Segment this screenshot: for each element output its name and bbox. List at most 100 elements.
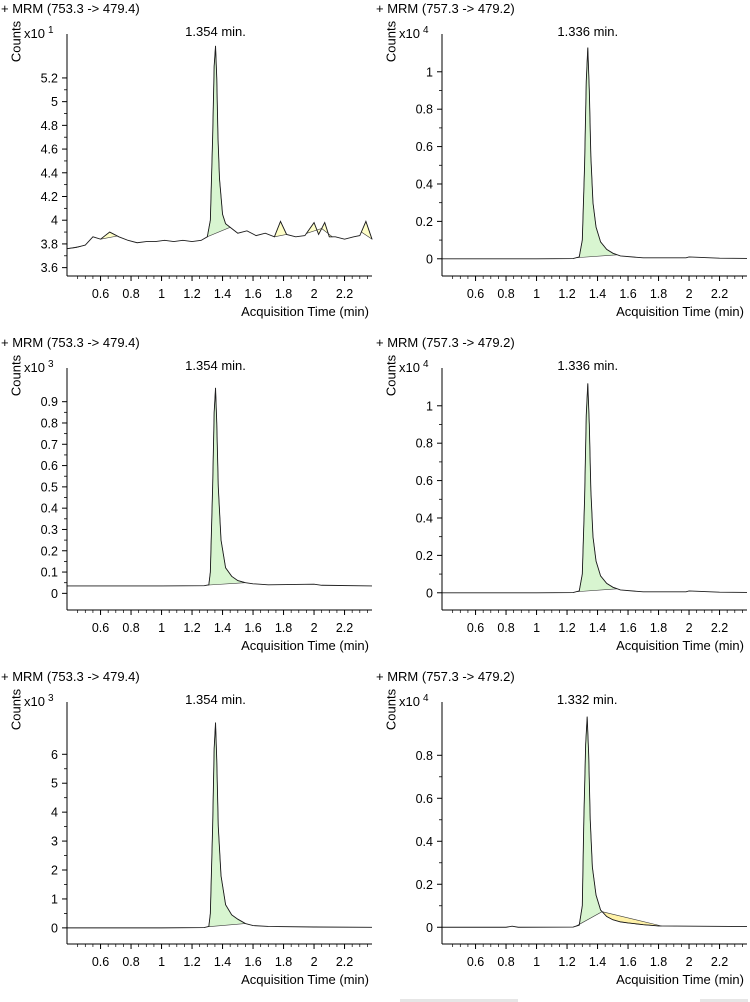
y-tick-label: 0.6 xyxy=(416,792,433,806)
peak-retention-label: 1.336 min. xyxy=(557,358,619,373)
peak-retention-label: 1.354 min. xyxy=(185,24,246,39)
footer-bar-left xyxy=(400,999,518,1002)
x-tick-label: 1.2 xyxy=(558,287,575,301)
x-tick-label: 2 xyxy=(311,621,318,635)
y-tick-label: 5 xyxy=(51,777,58,791)
y-tick-label: 4.4 xyxy=(41,166,58,180)
peak-retention-label: 1.332 min. xyxy=(556,692,618,707)
y-tick-label: 0.8 xyxy=(416,103,433,117)
x-tick-label: 0.8 xyxy=(497,955,514,969)
x-tick-label: 1.4 xyxy=(589,287,606,301)
x-tick-label: 0.8 xyxy=(122,287,139,301)
x-tick-label: 2 xyxy=(311,287,318,301)
chromatogram-trace xyxy=(67,722,373,929)
multiplier-exponent: 4 xyxy=(422,693,429,704)
y-scale-multiplier: x10 3 xyxy=(24,693,54,709)
chromatogram-panel: 0 0.2 0.4 0.6 0.8 1 0.6 0.8 1 1.2 1.4 1.6 1.8 2 2.2 + M… xyxy=(375,0,750,334)
y-axis-label: Counts xyxy=(8,354,24,397)
x-tick-label: 1 xyxy=(533,287,540,301)
multiplier-base: x10 xyxy=(399,360,420,375)
multiplier-exponent: 1 xyxy=(47,25,54,36)
multiplier-base: x10 xyxy=(24,26,45,41)
y-tick-label: 3 xyxy=(51,835,58,849)
y-scale-multiplier: x10 3 xyxy=(24,359,54,375)
y-tick-label: 2 xyxy=(51,864,58,878)
chromatogram-trace xyxy=(66,45,373,250)
chromatogram-trace xyxy=(67,387,373,587)
x-tick-label: 2.2 xyxy=(711,287,728,301)
multiplier-base: x10 xyxy=(24,360,45,375)
y-scale-multiplier: x10 4 xyxy=(399,693,429,709)
chromatogram-plot: 3.6 3.8 4 4.2 4.4 4.6 4.8 5 5.2 0.6 0.8 1 1.2 1.4 1.6 1… xyxy=(41,34,373,301)
y-tick-label: 5 xyxy=(51,95,58,109)
x-tick-label: 0.6 xyxy=(92,955,109,969)
x-tick-label: 2.2 xyxy=(711,621,728,635)
x-tick-label: 1 xyxy=(533,621,540,635)
x-tick-label: 1.6 xyxy=(619,621,636,635)
x-axis-label: Acquisition Time (min) xyxy=(241,972,369,987)
x-tick-label: 1.6 xyxy=(244,287,261,301)
x-tick-label: 2.2 xyxy=(336,955,353,969)
y-tick-label: 0 xyxy=(426,586,433,600)
chromatogram-panel: 0 0.2 0.4 0.6 0.8 0.6 0.8 1 1.2 1.4 1.6 1.8 2 2.2 + MR… xyxy=(375,668,750,1002)
y-tick-label: 1 xyxy=(426,65,433,79)
x-tick-label: 2 xyxy=(686,955,693,969)
x-tick-label: 1.8 xyxy=(275,287,292,301)
x-tick-label: 0.6 xyxy=(92,621,109,635)
chromatogram-plot: 0 0.2 0.4 0.6 0.8 1 0.6 0.8 1 1.2 1.4 1.6 1.8 2 2.2 xyxy=(416,34,748,301)
y-tick-label: 0.6 xyxy=(416,474,433,488)
panel-title: + MRM (757.3 -> 479.2) xyxy=(376,1,515,16)
x-tick-label: 0.6 xyxy=(467,955,484,969)
y-tick-label: 0.4 xyxy=(41,502,58,516)
y-tick-label: 6 xyxy=(51,748,58,762)
x-tick-label: 0.8 xyxy=(122,621,139,635)
peak-retention-label: 1.354 min. xyxy=(185,358,246,373)
x-tick-label: 2.2 xyxy=(711,955,728,969)
chromatogram-trace xyxy=(442,383,748,594)
chromatogram-plot: 0 0.1 0.2 0.3 0.4 0.5 0.6 0.7 0.8 0.9 0.6 0.8 1 1.2 1.… xyxy=(41,368,373,635)
x-tick-label: 1.2 xyxy=(183,287,200,301)
x-tick-label: 1.4 xyxy=(214,621,231,635)
x-tick-label: 1.4 xyxy=(589,621,606,635)
y-tick-label: 0.6 xyxy=(416,140,433,154)
y-scale-multiplier: x10 4 xyxy=(399,25,429,41)
x-axis-label: Acquisition Time (min) xyxy=(616,972,744,987)
multiplier-exponent: 3 xyxy=(47,359,54,370)
x-tick-label: 1.4 xyxy=(589,955,606,969)
y-scale-multiplier: x10 1 xyxy=(24,25,54,41)
multiplier-base: x10 xyxy=(24,694,45,709)
x-axis-label: Acquisition Time (min) xyxy=(616,638,744,653)
x-tick-label: 0.8 xyxy=(497,287,514,301)
x-tick-label: 1.4 xyxy=(214,955,231,969)
x-tick-label: 2.2 xyxy=(336,287,353,301)
chromatogram-plot: 0 0.2 0.4 0.6 0.8 1 0.6 0.8 1 1.2 1.4 1.6 1.8 2 2.2 xyxy=(416,368,748,635)
x-axis-label: Acquisition Time (min) xyxy=(241,304,369,319)
chromatogram-plot: 0 1 2 3 4 5 6 0.6 0.8 1 1.2 1.4 1.6 1.8 2 2.2 xyxy=(51,702,373,969)
x-tick-label: 1.8 xyxy=(650,287,667,301)
x-axis-label: Acquisition Time (min) xyxy=(616,304,744,319)
integrated-peak-area xyxy=(273,220,288,238)
y-tick-label: 0.2 xyxy=(416,215,433,229)
x-tick-label: 1.2 xyxy=(558,621,575,635)
panel-title: + MRM (753.3 -> 479.4) xyxy=(1,669,140,684)
y-tick-label: 0.6 xyxy=(41,459,58,473)
multiplier-base: x10 xyxy=(399,694,420,709)
panel-title: + MRM (757.3 -> 479.2) xyxy=(376,335,515,350)
y-tick-label: 1 xyxy=(51,892,58,906)
multiplier-exponent: 3 xyxy=(47,693,54,704)
y-tick-label: 0.7 xyxy=(41,438,58,452)
y-axis-label: Counts xyxy=(8,688,24,731)
x-tick-label: 1 xyxy=(158,621,165,635)
x-tick-label: 1.2 xyxy=(558,955,575,969)
multiplier-exponent: 4 xyxy=(422,25,429,36)
y-tick-label: 0.4 xyxy=(416,511,433,525)
chromatogram-trace xyxy=(442,716,748,928)
x-tick-label: 1.2 xyxy=(183,621,200,635)
y-axis-label: Counts xyxy=(383,354,399,397)
x-tick-label: 0.6 xyxy=(467,287,484,301)
multiplier-exponent: 4 xyxy=(422,359,429,370)
chromatogram-trace xyxy=(442,47,748,260)
y-tick-label: 1 xyxy=(426,399,433,413)
panel-title: + MRM (753.3 -> 479.4) xyxy=(1,1,140,16)
